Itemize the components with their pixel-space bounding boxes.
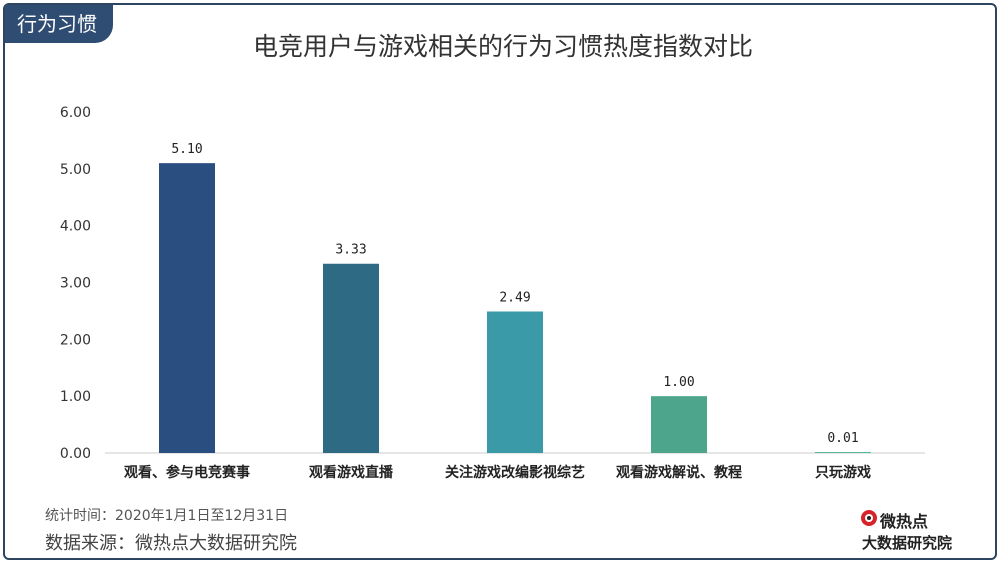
y-tick-label: 2.00 bbox=[60, 332, 91, 348]
category-label: 关注游戏改编影视综艺 bbox=[445, 464, 585, 481]
y-tick-label: 4.00 bbox=[60, 219, 91, 235]
brand-logo: 微热点 大数据研究院 bbox=[860, 508, 980, 554]
bar-value-label: 3.33 bbox=[335, 243, 366, 258]
y-axis: 0.00 1.00 2.00 3.00 4.00 5.00 6.00 bbox=[60, 105, 91, 462]
category-label: 观看游戏直播 bbox=[309, 464, 394, 481]
bar bbox=[487, 311, 543, 453]
footnote-period: 统计时间：2020年1月1日至12月31日 bbox=[45, 508, 289, 524]
footnote-source: 数据来源：微热点大数据研究院 bbox=[45, 533, 297, 554]
logo-brand-text: 微热点 bbox=[880, 512, 929, 531]
category-label: 观看、参与电竞赛事 bbox=[124, 464, 250, 481]
bars-group bbox=[159, 163, 871, 453]
bar bbox=[323, 263, 379, 453]
bar bbox=[159, 163, 215, 453]
y-tick-label: 3.00 bbox=[60, 276, 91, 292]
chart-frame: 行为习惯 电竞用户与游戏相关的行为习惯热度指数对比 0.00 1.00 2.00 3.… bbox=[3, 3, 997, 560]
bar-value-label: 0.01 bbox=[827, 431, 858, 446]
category-label: 观看游戏解说、教程 bbox=[616, 464, 742, 481]
bar bbox=[651, 396, 707, 453]
eye-logo-icon bbox=[861, 510, 877, 526]
category-labels-group: 观看、参与电竞赛事 观看游戏直播 关注游戏改编影视综艺 观看游戏解说、教程 只玩游戏 bbox=[124, 464, 871, 481]
chart-title: 电竞用户与游戏相关的行为习惯热度指数对比 bbox=[252, 32, 753, 61]
bar bbox=[815, 452, 871, 453]
bar-value-label: 1.00 bbox=[663, 375, 694, 390]
bar-chart: 0.00 1.00 2.00 3.00 4.00 5.00 6.00 5.10 3.33 2.4… bbox=[60, 105, 925, 481]
y-tick-label: 0.00 bbox=[60, 446, 91, 462]
section-tag: 行为习惯 bbox=[5, 5, 113, 43]
category-label: 只玩游戏 bbox=[815, 464, 871, 481]
bar-value-label: 2.49 bbox=[499, 290, 530, 305]
logo-sub-text: 大数据研究院 bbox=[862, 534, 953, 552]
y-tick-label: 6.00 bbox=[60, 105, 91, 121]
y-tick-label: 5.00 bbox=[60, 162, 91, 178]
bar-value-label: 5.10 bbox=[171, 142, 202, 157]
data-labels-group: 5.10 3.33 2.49 1.00 0.01 bbox=[171, 142, 858, 446]
y-tick-label: 1.00 bbox=[60, 389, 91, 405]
